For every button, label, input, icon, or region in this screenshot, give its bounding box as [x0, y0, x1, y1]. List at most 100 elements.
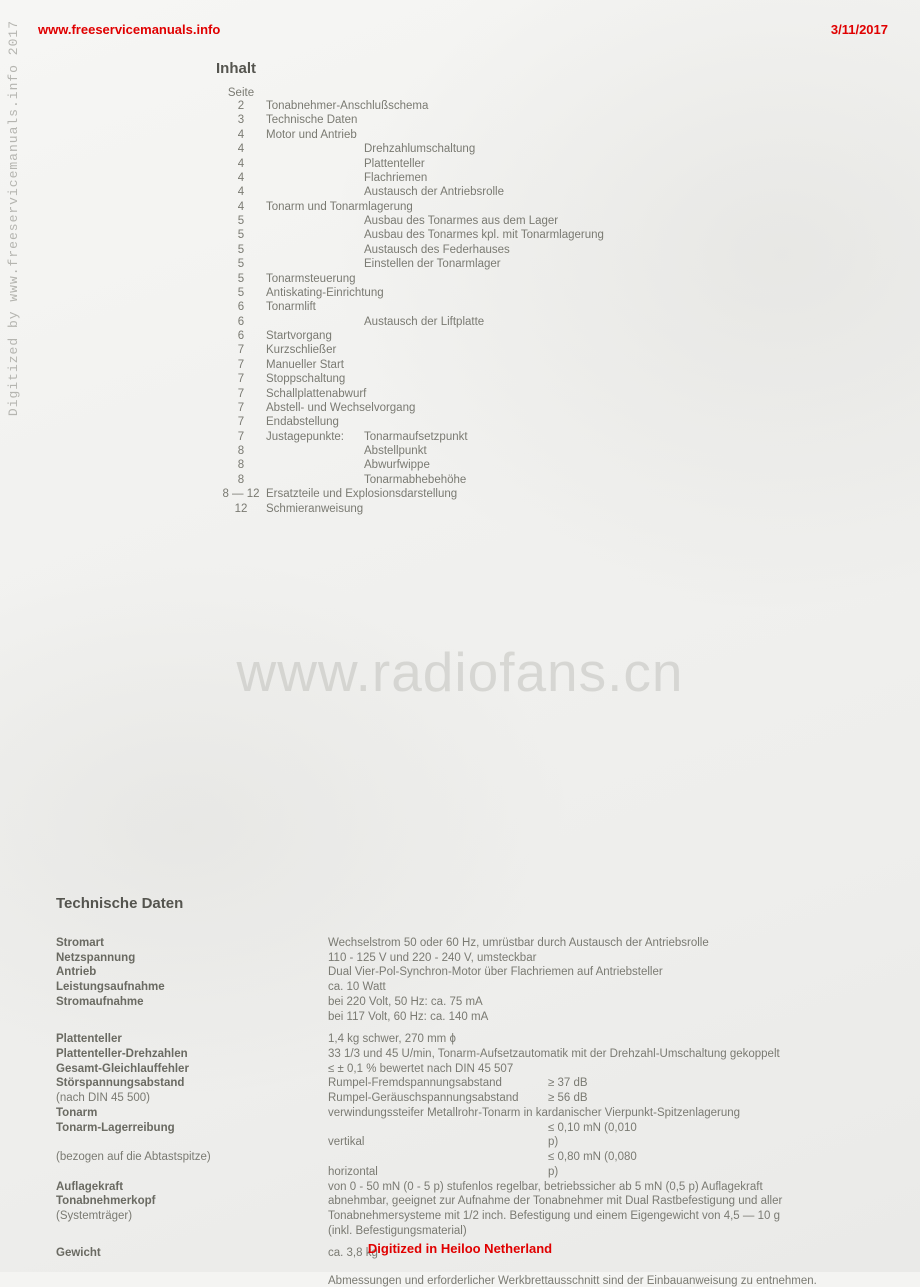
inhalt-row: 2Tonabnehmer-Anschlußschema	[216, 99, 856, 113]
tech-label: Antrieb	[56, 965, 328, 980]
tech-row: Auflagekraftvon 0 - 50 mN (0 - 5 p) stuf…	[56, 1180, 876, 1195]
inhalt-entry-text: Manueller Start	[266, 358, 344, 372]
inhalt-row: 7Justagepunkte:Tonarmaufsetzpunkt	[216, 430, 856, 444]
header-url-text: www.freeservicemanuals.info	[38, 22, 220, 37]
tech-value: ≤ ± 0,1 % bewertet nach DIN 45 507	[328, 1062, 876, 1077]
inhalt-row: 4Plattenteller	[216, 157, 856, 171]
inhalt-page-number: 5	[216, 243, 266, 257]
tech-value: 33 1/3 und 45 U/min, Tonarm-Aufsetzautom…	[328, 1047, 876, 1062]
inhalt-row: 5Antiskating-Einrichtung	[216, 286, 856, 300]
inhalt-row: 4Flachriemen	[216, 171, 856, 185]
technische-daten-section: Technische Daten StromartWechselstrom 50…	[56, 895, 876, 1287]
tech-value: Rumpel-Fremdspannungsabstand≥ 37 dB	[328, 1076, 876, 1091]
inhalt-row: 7Abstell- und Wechselvorgang	[216, 401, 856, 415]
inhalt-page-header-row: Seite	[216, 87, 856, 99]
inhalt-row: 8Abwurfwippe	[216, 458, 856, 472]
tech-row: AntriebDual Vier-Pol-Synchron-Motor über…	[56, 965, 876, 980]
tech-row: StromartWechselstrom 50 oder 60 Hz, umrü…	[56, 936, 876, 951]
tech-label	[56, 1224, 328, 1239]
inhalt-page-number: 7	[216, 387, 266, 401]
inhalt-row: 3Technische Daten	[216, 113, 856, 127]
tech-row: Plattenteller-Drehzahlen33 1/3 und 45 U/…	[56, 1047, 876, 1062]
inhalt-entry-text: Austausch des Federhauses	[266, 243, 510, 257]
tech-value: 110 - 125 V und 220 - 240 V, umsteckbar	[328, 951, 876, 966]
tech-row: Stromaufnahmebei 220 Volt, 50 Hz: ca. 75…	[56, 995, 876, 1010]
inhalt-row: 4Motor und Antrieb	[216, 128, 856, 142]
inhalt-prefix: Justagepunkte:	[266, 430, 364, 444]
inhalt-row: 7Kurzschließer	[216, 343, 856, 357]
inhalt-page-number: 7	[216, 401, 266, 415]
tech-value: (inkl. Befestigungsmaterial)	[328, 1224, 876, 1239]
technische-daten-table: StromartWechselstrom 50 oder 60 Hz, umrü…	[56, 936, 876, 1261]
tech-value: verwindungssteifer Metallrohr-Tonarm in …	[328, 1106, 876, 1121]
tech-label: Plattenteller	[56, 1032, 328, 1047]
inhalt-entry-text: Ersatzteile und Explosionsdarstellung	[266, 487, 457, 501]
tech-label: Gesamt-Gleichlauffehler	[56, 1062, 328, 1077]
inhalt-entry-text: Abstellpunkt	[266, 444, 427, 458]
inhalt-entry-text: Einstellen der Tonarmlager	[266, 257, 501, 271]
inhalt-page-number: 4	[216, 128, 266, 142]
center-watermark: www.radiofans.cn	[236, 640, 683, 704]
inhalt-entry-text: Endabstellung	[266, 415, 339, 429]
inhalt-page-number: 6	[216, 329, 266, 343]
tech-value: bei 117 Volt, 60 Hz: ca. 140 mA	[328, 1010, 876, 1025]
inhalt-page-number: 6	[216, 300, 266, 314]
tech-row: Tonarmverwindungssteifer Metallrohr-Tona…	[56, 1106, 876, 1121]
tech-label: Netzspannung	[56, 951, 328, 966]
inhalt-row: 5Tonarmsteuerung	[216, 272, 856, 286]
inhalt-page-number: 4	[216, 171, 266, 185]
tech-label: Stromaufnahme	[56, 995, 328, 1010]
tech-row: (Systemträger)Tonabnehmersysteme mit 1/2…	[56, 1209, 876, 1224]
inhalt-row: 12Schmieranweisung	[216, 502, 856, 516]
inhalt-entry-text: Justagepunkte:Tonarmaufsetzpunkt	[266, 430, 468, 444]
inhalt-page-header: Seite	[216, 87, 266, 99]
inhalt-entry-text: Tonarmsteuerung	[266, 272, 356, 286]
tech-row: (nach DIN 45 500)Rumpel-Geräuschspannung…	[56, 1091, 876, 1106]
tech-row: StörspannungsabstandRumpel-Fremdspannung…	[56, 1076, 876, 1091]
inhalt-row: 4Austausch der Antriebsrolle	[216, 185, 856, 199]
tech-label: Auflagekraft	[56, 1180, 328, 1195]
page-background: Digitized by www.freeservicemanuals.info…	[0, 0, 920, 1272]
inhalt-page-number: 7	[216, 372, 266, 386]
inhalt-page-number: 5	[216, 257, 266, 271]
inhalt-row: 5Ausbau des Tonarmes kpl. mit Tonarmlage…	[216, 228, 856, 242]
inhalt-page-number: 8	[216, 444, 266, 458]
tech-label: Tonabnehmerkopf	[56, 1194, 328, 1209]
tech-row: Netzspannung110 - 125 V und 220 - 240 V,…	[56, 951, 876, 966]
inhalt-row: 5Einstellen der Tonarmlager	[216, 257, 856, 271]
tech-value: Wechselstrom 50 oder 60 Hz, umrüstbar du…	[328, 936, 876, 951]
inhalt-title: Inhalt	[216, 60, 856, 77]
tech-label: Störspannungsabstand	[56, 1076, 328, 1091]
inhalt-row: 5Ausbau des Tonarmes aus dem Lager	[216, 214, 856, 228]
inhalt-page-number: 2	[216, 99, 266, 113]
inhalt-page-number: 8	[216, 458, 266, 472]
inhalt-entry-text: Schallplattenabwurf	[266, 387, 366, 401]
tech-label: Plattenteller-Drehzahlen	[56, 1047, 328, 1062]
inhalt-row: 8Abstellpunkt	[216, 444, 856, 458]
inhalt-entry-text: Ausbau des Tonarmes aus dem Lager	[266, 214, 558, 228]
inhalt-page-number: 8	[216, 473, 266, 487]
inhalt-entry-text: Flachriemen	[266, 171, 427, 185]
inhalt-entry-text: Tonabnehmer-Anschlußschema	[266, 99, 428, 113]
tech-value: vertikal≤ 0,10 mN (0,010 p)	[328, 1121, 876, 1150]
inhalt-entry-text: Austausch der Liftplatte	[266, 315, 484, 329]
inhalt-entry-text: Tonarmlift	[266, 300, 316, 314]
inhalt-row: 7Endabstellung	[216, 415, 856, 429]
tech-row: (bezogen auf die Abtastspitze)horizontal…	[56, 1150, 876, 1179]
inhalt-row: 4Drehzahlumschaltung	[216, 142, 856, 156]
inhalt-page-number: 5	[216, 228, 266, 242]
inhalt-page-number: 6	[216, 315, 266, 329]
tech-label	[56, 1010, 328, 1025]
inhalt-entry-text: Austausch der Antriebsrolle	[266, 185, 504, 199]
tech-label: Gewicht	[56, 1246, 328, 1261]
inhalt-page-number: 5	[216, 214, 266, 228]
tech-label: (nach DIN 45 500)	[56, 1091, 328, 1106]
inhalt-row: 5Austausch des Federhauses	[216, 243, 856, 257]
inhalt-row: 6Startvorgang	[216, 329, 856, 343]
inhalt-row: 7Stoppschaltung	[216, 372, 856, 386]
inhalt-page-number: 4	[216, 157, 266, 171]
inhalt-page-number: 8 — 12	[216, 487, 266, 501]
tech-label: Stromart	[56, 936, 328, 951]
tech-row: Plattenteller1,4 kg schwer, 270 mm ϕ	[56, 1032, 876, 1047]
inhalt-entry-text: Schmieranweisung	[266, 502, 363, 516]
